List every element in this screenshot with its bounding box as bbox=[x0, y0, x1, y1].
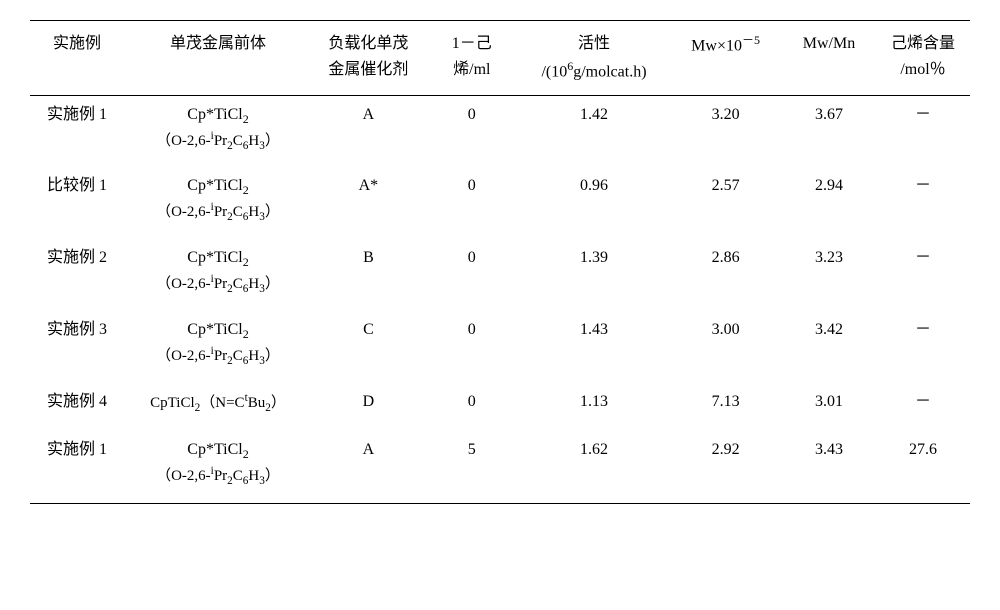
table-row: 比较例 1 Cp*TiCl2 （O-2,6-iPr2C6H3） A* 0 0.9… bbox=[30, 167, 970, 239]
header-mw: Mw×10－5 bbox=[669, 21, 782, 96]
cell-mw: 2.92 bbox=[669, 431, 782, 503]
cell-content: － bbox=[876, 167, 970, 239]
cell-content: 27.6 bbox=[876, 431, 970, 503]
cell-content: － bbox=[876, 95, 970, 167]
cell-catalyst: B bbox=[312, 239, 425, 311]
table-header-row: 实施例 单茂金属前体 负载化单茂 金属催化剂 1－己 烯/ml 活性 /(106… bbox=[30, 21, 970, 96]
cell-activity: 1.42 bbox=[519, 95, 669, 167]
cell-hexene: 5 bbox=[425, 431, 519, 503]
cell-mwmn: 2.94 bbox=[782, 167, 876, 239]
cell-mwmn: 3.43 bbox=[782, 431, 876, 503]
table-row: 实施例 1 Cp*TiCl2 （O-2,6-iPr2C6H3） A 0 1.42… bbox=[30, 95, 970, 167]
cell-example: 比较例 1 bbox=[30, 167, 124, 239]
cell-mw: 2.57 bbox=[669, 167, 782, 239]
cell-mw: 3.20 bbox=[669, 95, 782, 167]
cell-example: 实施例 4 bbox=[30, 383, 124, 431]
header-catalyst: 负载化单茂 金属催化剂 bbox=[312, 21, 425, 96]
cell-mwmn: 3.01 bbox=[782, 383, 876, 431]
cell-hexene: 0 bbox=[425, 167, 519, 239]
catalyst-results-table: 实施例 单茂金属前体 负载化单茂 金属催化剂 1－己 烯/ml 活性 /(106… bbox=[30, 20, 970, 504]
cell-catalyst: A bbox=[312, 95, 425, 167]
table-row: 实施例 3 Cp*TiCl2 （O-2,6-iPr2C6H3） C 0 1.43… bbox=[30, 311, 970, 383]
cell-mw: 2.86 bbox=[669, 239, 782, 311]
table-row: 实施例 2 Cp*TiCl2 （O-2,6-iPr2C6H3） B 0 1.39… bbox=[30, 239, 970, 311]
cell-catalyst: D bbox=[312, 383, 425, 431]
header-example: 实施例 bbox=[30, 21, 124, 96]
cell-mw: 3.00 bbox=[669, 311, 782, 383]
cell-content: － bbox=[876, 383, 970, 431]
cell-hexene: 0 bbox=[425, 311, 519, 383]
cell-hexene: 0 bbox=[425, 239, 519, 311]
cell-catalyst: C bbox=[312, 311, 425, 383]
cell-precursor: Cp*TiCl2 （O-2,6-iPr2C6H3） bbox=[124, 311, 312, 383]
cell-mwmn: 3.67 bbox=[782, 95, 876, 167]
cell-precursor: Cp*TiCl2 （O-2,6-iPr2C6H3） bbox=[124, 167, 312, 239]
table-row: 实施例 4 CpTiCl2（N=CtBu2） D 0 1.13 7.13 3.0… bbox=[30, 383, 970, 431]
cell-mwmn: 3.23 bbox=[782, 239, 876, 311]
cell-example: 实施例 1 bbox=[30, 95, 124, 167]
cell-activity: 1.39 bbox=[519, 239, 669, 311]
header-activity: 活性 /(106g/molcat.h) bbox=[519, 21, 669, 96]
table-row: 实施例 1 Cp*TiCl2 （O-2,6-iPr2C6H3） A 5 1.62… bbox=[30, 431, 970, 503]
cell-precursor: Cp*TiCl2 （O-2,6-iPr2C6H3） bbox=[124, 431, 312, 503]
cell-activity: 0.96 bbox=[519, 167, 669, 239]
cell-activity: 1.62 bbox=[519, 431, 669, 503]
cell-example: 实施例 2 bbox=[30, 239, 124, 311]
cell-example: 实施例 3 bbox=[30, 311, 124, 383]
cell-catalyst: A bbox=[312, 431, 425, 503]
cell-example: 实施例 1 bbox=[30, 431, 124, 503]
cell-content: － bbox=[876, 239, 970, 311]
cell-content: － bbox=[876, 311, 970, 383]
cell-precursor: CpTiCl2（N=CtBu2） bbox=[124, 383, 312, 431]
cell-activity: 1.13 bbox=[519, 383, 669, 431]
cell-precursor: Cp*TiCl2 （O-2,6-iPr2C6H3） bbox=[124, 95, 312, 167]
cell-mwmn: 3.42 bbox=[782, 311, 876, 383]
header-mwmn: Mw/Mn bbox=[782, 21, 876, 96]
header-hexene-content: 己烯含量 /mol％ bbox=[876, 21, 970, 96]
cell-catalyst: A* bbox=[312, 167, 425, 239]
cell-hexene: 0 bbox=[425, 95, 519, 167]
header-precursor: 单茂金属前体 bbox=[124, 21, 312, 96]
header-hexene: 1－己 烯/ml bbox=[425, 21, 519, 96]
cell-mw: 7.13 bbox=[669, 383, 782, 431]
cell-hexene: 0 bbox=[425, 383, 519, 431]
cell-precursor: Cp*TiCl2 （O-2,6-iPr2C6H3） bbox=[124, 239, 312, 311]
cell-activity: 1.43 bbox=[519, 311, 669, 383]
